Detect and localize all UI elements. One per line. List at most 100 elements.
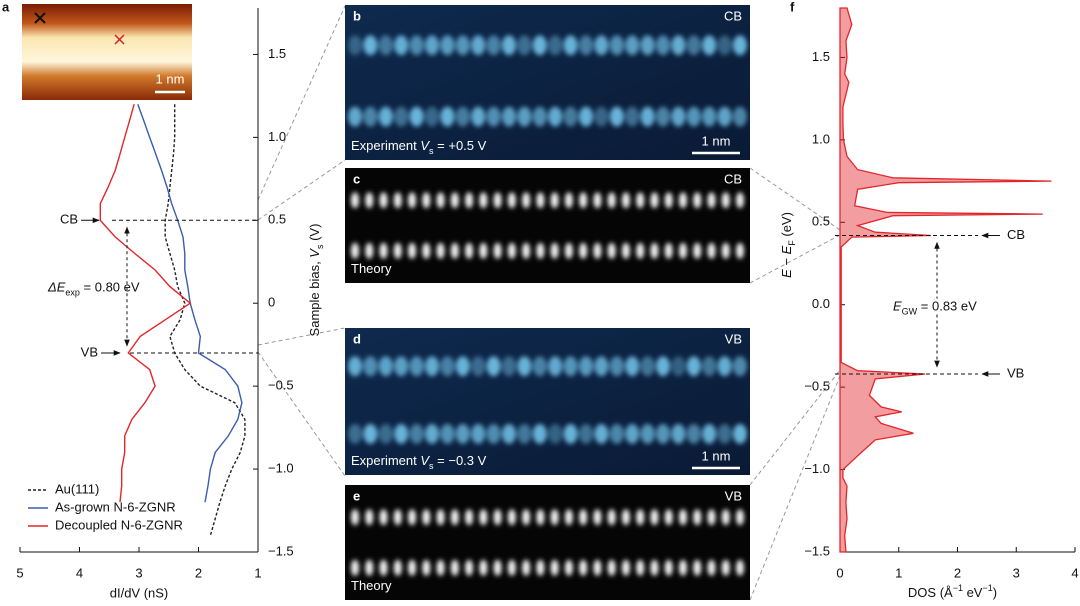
- image-blob: [621, 242, 630, 259]
- image-blob: [686, 356, 701, 377]
- image-blob: [409, 423, 424, 444]
- image-blob: [536, 242, 545, 259]
- gap-label-part: exp: [65, 288, 80, 298]
- x-tick-label: 2: [195, 565, 202, 580]
- panel-letter: c: [353, 171, 360, 186]
- image-blob: [693, 242, 702, 259]
- image-blob: [686, 35, 701, 56]
- image-blob: [594, 356, 609, 377]
- x-axis-label-part: −1: [953, 583, 963, 593]
- image-blob: [736, 559, 744, 576]
- image-blob: [707, 559, 716, 576]
- image-blob: [394, 106, 409, 127]
- image-blob: [656, 356, 670, 377]
- image-blob: [408, 509, 417, 526]
- image-blob: [625, 35, 640, 56]
- image-blob: [671, 356, 686, 377]
- image-blob: [536, 192, 545, 209]
- image-blob: [594, 106, 609, 127]
- image-blob: [579, 356, 593, 377]
- image-blob: [607, 509, 616, 526]
- y-tick-label: 0.5: [268, 212, 286, 227]
- image-blob: [422, 242, 431, 259]
- y-tick-label: 1.5: [268, 46, 286, 61]
- image-blob: [733, 423, 747, 444]
- image-blob: [465, 192, 474, 209]
- image-blob: [548, 35, 563, 56]
- image-blob: [502, 35, 516, 56]
- image-blob: [664, 242, 673, 259]
- image-blob: [650, 559, 659, 576]
- inset-image: 1 nm: [22, 4, 192, 100]
- image-blob: [593, 242, 602, 259]
- image-blob: [678, 559, 687, 576]
- image-blob: [625, 423, 640, 444]
- band-label: CB: [724, 171, 742, 186]
- image-blob: [678, 192, 687, 209]
- image-blob: [702, 35, 717, 56]
- image-caption: Theory: [351, 578, 392, 593]
- image-blob: [563, 35, 578, 56]
- image-blob: [394, 35, 409, 56]
- image-blob: [702, 423, 717, 444]
- gap-label: EGW = 0.83 eV: [893, 299, 977, 317]
- legend-label: As-grown N-6-ZGNR: [55, 499, 176, 514]
- image-caption: Theory: [351, 261, 392, 276]
- image-blob: [548, 423, 563, 444]
- image-blob: [471, 35, 486, 56]
- image-blob: [455, 106, 470, 127]
- image-blob: [563, 106, 578, 127]
- image-blob: [471, 106, 486, 127]
- band-label: VB: [725, 488, 742, 503]
- image-blob: [365, 242, 374, 259]
- image-blob: [636, 509, 645, 526]
- image-blob: [693, 192, 702, 209]
- image-blob: [440, 423, 455, 444]
- image-blob: [450, 242, 459, 259]
- image-blob: [408, 192, 417, 209]
- y-axis-label: E − EF (eV): [779, 212, 797, 278]
- band-label: CB: [724, 8, 742, 23]
- image-blob: [621, 192, 630, 209]
- image-blob: [550, 242, 559, 259]
- image-blob: [348, 423, 362, 444]
- image-blob: [393, 192, 402, 209]
- image-blob: [425, 106, 439, 127]
- image-blob: [548, 106, 563, 127]
- y-tick-label: −0.5: [804, 379, 830, 394]
- image-blob: [532, 35, 547, 56]
- image-blob: [563, 356, 578, 377]
- y-tick-label: 1.0: [268, 129, 286, 144]
- image-blob: [607, 559, 616, 576]
- x-axis-label-part: DOS (Å: [908, 585, 953, 600]
- image-blob: [579, 559, 588, 576]
- image-blob: [671, 35, 686, 56]
- image-caption-part: s: [429, 461, 434, 471]
- image-blob: [550, 192, 559, 209]
- connector-lines: [257, 5, 841, 601]
- image-blob: [564, 242, 573, 259]
- image-blob: [379, 559, 388, 576]
- image-blob: [564, 509, 573, 526]
- image-blob: [640, 356, 655, 377]
- image-blob: [517, 423, 532, 444]
- image-blob: [532, 106, 547, 127]
- image-blob: [408, 242, 417, 259]
- image-blob: [486, 356, 501, 377]
- image-blob: [440, 106, 455, 127]
- y-axis-label-part: Sample bias,: [307, 258, 322, 337]
- image-blob: [656, 106, 670, 127]
- image-blob: [707, 242, 716, 259]
- image-blob: [436, 559, 445, 576]
- image-blob: [425, 356, 439, 377]
- y-tick-label: −1.0: [268, 461, 294, 476]
- image-blob: [717, 35, 732, 56]
- image-blob: [702, 356, 717, 377]
- image-blob: [579, 192, 588, 209]
- image-blob: [609, 423, 624, 444]
- image-blob: [721, 242, 730, 259]
- y-axis-label-part: E: [779, 269, 794, 278]
- x-axis-label-part: ): [993, 585, 997, 600]
- image-blob: [471, 356, 486, 377]
